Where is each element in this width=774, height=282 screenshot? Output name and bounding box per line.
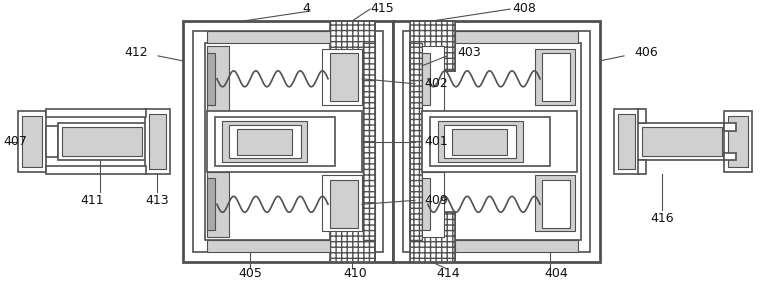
Bar: [363, 43, 375, 240]
Bar: [728, 116, 748, 168]
Bar: [330, 21, 375, 71]
Text: 416: 416: [650, 212, 674, 225]
Bar: [403, 31, 590, 252]
Text: 402: 402: [424, 77, 447, 90]
Bar: [455, 240, 578, 252]
Bar: [207, 53, 215, 105]
Bar: [410, 43, 422, 240]
Bar: [330, 21, 375, 71]
Bar: [638, 160, 646, 175]
Bar: [322, 175, 362, 231]
Bar: [18, 111, 46, 172]
Bar: [193, 31, 383, 252]
Bar: [638, 109, 646, 123]
Bar: [183, 21, 393, 262]
Bar: [410, 212, 455, 262]
Bar: [330, 53, 358, 101]
Bar: [46, 109, 146, 117]
Text: 4: 4: [302, 2, 310, 15]
Bar: [207, 46, 229, 111]
Bar: [62, 127, 142, 157]
Bar: [207, 111, 362, 172]
Bar: [22, 116, 42, 168]
Text: 414: 414: [437, 266, 460, 279]
Bar: [422, 53, 430, 105]
Bar: [455, 31, 578, 43]
Bar: [207, 179, 215, 230]
Bar: [205, 43, 375, 240]
Bar: [215, 117, 335, 166]
Text: 412: 412: [125, 47, 148, 60]
Bar: [542, 180, 570, 228]
Text: 403: 403: [457, 47, 481, 60]
Text: 405: 405: [238, 266, 262, 279]
Bar: [410, 43, 581, 240]
Text: 409: 409: [424, 194, 447, 207]
Bar: [618, 114, 635, 169]
Bar: [438, 121, 523, 162]
Bar: [330, 212, 375, 262]
Bar: [222, 121, 307, 162]
Bar: [229, 125, 301, 158]
Bar: [614, 109, 639, 175]
Bar: [542, 53, 570, 101]
Text: 411: 411: [80, 194, 104, 207]
Text: 407: 407: [3, 135, 27, 148]
Bar: [410, 21, 455, 71]
Bar: [422, 179, 430, 230]
Bar: [430, 117, 550, 166]
Bar: [535, 49, 575, 105]
Text: 413: 413: [146, 194, 169, 207]
Bar: [46, 166, 146, 175]
Bar: [330, 212, 375, 262]
Bar: [46, 125, 58, 157]
Text: 406: 406: [634, 47, 658, 60]
Bar: [322, 49, 362, 105]
Bar: [724, 123, 736, 131]
Bar: [422, 111, 577, 172]
Bar: [642, 127, 722, 157]
Bar: [422, 46, 444, 111]
Bar: [363, 43, 375, 240]
Bar: [422, 172, 444, 237]
Bar: [410, 43, 422, 240]
Bar: [535, 175, 575, 231]
Bar: [207, 31, 330, 43]
Text: 408: 408: [512, 2, 536, 15]
Bar: [145, 109, 170, 175]
Text: 404: 404: [544, 266, 568, 279]
Bar: [724, 153, 736, 160]
Bar: [724, 111, 752, 172]
Text: 410: 410: [343, 266, 367, 279]
Bar: [58, 123, 146, 160]
Bar: [393, 21, 600, 262]
Bar: [410, 212, 455, 262]
Bar: [410, 21, 455, 71]
Bar: [452, 129, 507, 155]
Bar: [638, 123, 726, 160]
Text: 415: 415: [370, 2, 394, 15]
Bar: [207, 172, 229, 237]
Bar: [330, 180, 358, 228]
Bar: [237, 129, 292, 155]
Bar: [207, 240, 330, 252]
Text: 401: 401: [424, 135, 447, 148]
Bar: [149, 114, 166, 169]
Bar: [444, 125, 516, 158]
